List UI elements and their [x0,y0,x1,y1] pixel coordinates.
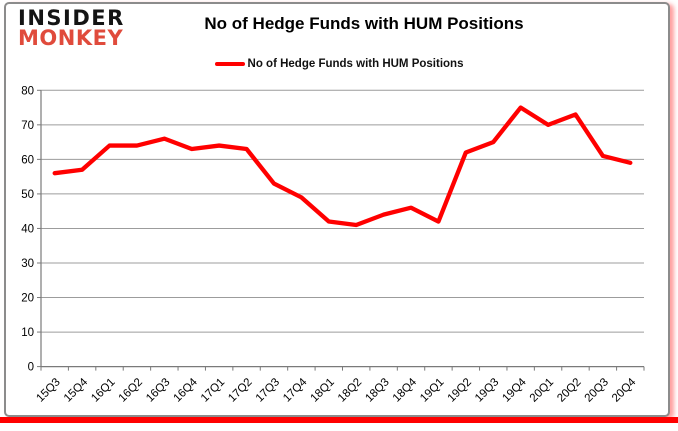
x-axis-label: 16Q4 [171,376,200,405]
x-axis-label: 18Q2 [336,376,364,404]
y-axis-label: 80 [21,85,34,97]
x-axis-label: 20Q3 [583,376,611,404]
y-axis-label: 0 [28,362,34,374]
x-axis-label: 20Q1 [528,376,556,404]
y-axis-label: 50 [21,189,34,201]
x-axis-label: 16Q1 [89,376,117,404]
x-axis-label: 15Q4 [62,376,91,405]
x-axis-label: 19Q2 [446,376,474,404]
chart-title: No of Hedge Funds with HUM Positions [204,14,524,33]
y-axis-label: 60 [21,154,34,166]
x-axis-label: 18Q3 [363,376,391,404]
legend-line-swatch [214,61,245,67]
chart-legend: No of Hedge Funds with HUM Positions [0,58,678,70]
y-axis-label: 10 [21,327,34,339]
x-axis-label: 17Q2 [226,376,254,404]
x-axis-label: 17Q4 [281,376,310,405]
x-axis-label: 19Q1 [418,376,446,404]
x-axis-label: 16Q2 [117,376,145,404]
logo-word-monkey: MONKEY [18,25,124,50]
y-axis-label: 40 [21,223,34,235]
x-axis-label: 18Q4 [391,376,420,405]
x-axis-label: 15Q3 [34,376,62,404]
x-axis-label: 19Q4 [500,376,529,405]
x-axis-label: 17Q1 [199,376,227,404]
logo-word-insider: INSIDER [18,6,125,30]
y-axis-label: 30 [21,258,34,270]
chart-card [4,2,670,417]
x-axis-label: 18Q1 [309,376,337,404]
legend-label: No of Hedge Funds with HUM Positions [247,58,464,70]
x-axis-label: 19Q3 [473,376,501,404]
red-bottom-bar [0,417,678,423]
series-line-hum-positions [52,105,633,228]
x-axis-label: 16Q3 [144,376,172,404]
insider-monkey-logo: INSIDER MONKEY [18,6,125,50]
x-axis-label: 20Q4 [610,376,639,405]
x-axis-label: 17Q3 [254,376,282,404]
y-axis-label: 20 [21,293,34,305]
x-axis-label: 20Q2 [555,376,583,404]
y-axis-label: 70 [21,120,34,132]
